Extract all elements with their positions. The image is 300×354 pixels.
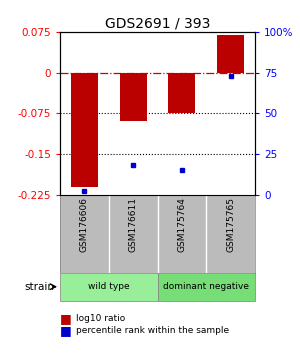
Bar (60, 273, 158, 301)
Bar (120, 73, 146, 121)
Text: GSM175764: GSM175764 (177, 197, 186, 252)
Text: GSM175765: GSM175765 (226, 197, 235, 252)
Text: GSM176611: GSM176611 (129, 197, 138, 252)
Text: wild type: wild type (88, 282, 130, 291)
Text: ■: ■ (60, 312, 72, 325)
Text: dominant negative: dominant negative (163, 282, 249, 291)
Text: log10 ratio: log10 ratio (76, 314, 126, 323)
Text: percentile rank within the sample: percentile rank within the sample (76, 326, 230, 336)
Bar (158, 273, 255, 301)
Bar (169, 73, 195, 113)
Text: ■: ■ (60, 325, 72, 337)
Bar (71, 73, 98, 187)
Text: strain: strain (24, 282, 54, 292)
Text: GSM176606: GSM176606 (80, 197, 89, 252)
Title: GDS2691 / 393: GDS2691 / 393 (105, 17, 210, 31)
Bar (217, 35, 244, 73)
